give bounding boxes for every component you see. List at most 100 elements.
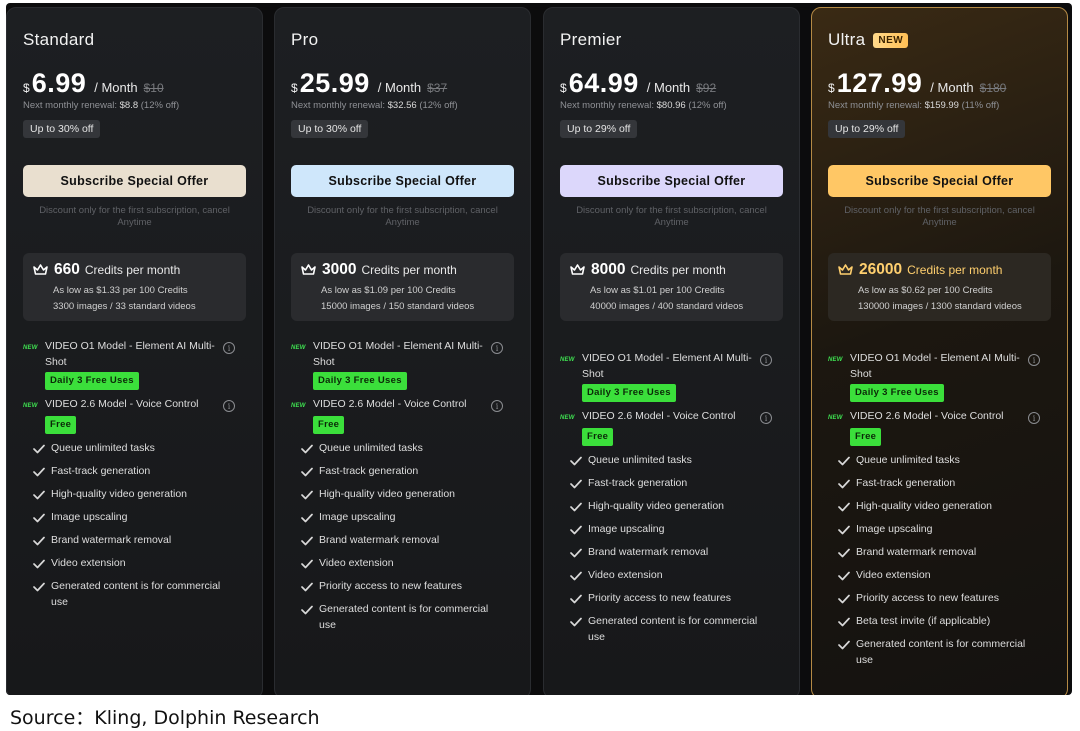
feature-text: Brand watermark removal [588, 546, 709, 558]
renewal-off: (12% off) [688, 100, 727, 111]
renewal-price: $80.96 [656, 100, 686, 111]
check-icon [33, 535, 45, 546]
feature-item: Queue unlimited tasks [23, 440, 253, 456]
feature-text: High-quality video generation [51, 488, 188, 500]
check-icon [570, 616, 582, 627]
renewal-info: Next monthly renewal: $32.56 (12% off) [291, 100, 458, 111]
credits-unit: Credits per month [630, 263, 726, 277]
feature-text: Video extension [319, 557, 394, 569]
pricing-screenshot: Standard $6.99 / Month $10 Next monthly rene… [6, 3, 1072, 695]
check-icon [570, 547, 582, 558]
feature-text: Video extension [856, 569, 931, 581]
credits-usage: 40000 images / 400 standard videos [590, 301, 744, 312]
credits-usage: 130000 images / 1300 standard videos [858, 301, 1022, 312]
free-uses-badge: Daily 3 Free Uses [582, 384, 676, 402]
feature-item: Fast-track generation [23, 463, 253, 479]
info-icon[interactable]: i [491, 400, 503, 412]
new-tag: NEW [828, 415, 843, 421]
check-icon [33, 512, 45, 523]
check-icon [301, 604, 313, 615]
feature-item: Priority access to new features [291, 578, 521, 594]
credits-amount: 26000 [859, 261, 903, 278]
crown-icon [838, 264, 853, 276]
feature-item: Image upscaling [560, 521, 790, 537]
discount-tag: Up to 30% off [291, 120, 369, 138]
check-icon [838, 616, 850, 627]
feature-item: Video extension [291, 555, 521, 571]
info-icon[interactable]: i [491, 342, 503, 354]
credits-unit: Credits per month [84, 263, 181, 277]
feature-item: High-quality video generation [23, 486, 253, 502]
feature-text: Image upscaling [51, 511, 128, 523]
renewal-price: $159.99 [924, 100, 959, 111]
price-row: $127.99 / Month $180 [828, 68, 1006, 99]
credits-rate: As low as $0.62 per 100 Credits [858, 285, 993, 296]
free-uses-badge: Free [45, 416, 77, 434]
check-icon [838, 524, 850, 535]
free-uses-badge: Daily 3 Free Uses [850, 384, 944, 402]
feature-text: Video extension [588, 569, 663, 581]
feature-text: Generated content is for commercial use [588, 615, 758, 643]
discount-note: Discount only for the first subscription… [576, 205, 767, 228]
info-icon[interactable]: i [1028, 412, 1040, 424]
price: 25.99 [299, 68, 370, 98]
price: 6.99 [31, 68, 87, 98]
subscribe-button[interactable]: Subscribe Special Offer [23, 165, 246, 197]
plan-name: Pro [291, 30, 318, 50]
feature-text: High-quality video generation [856, 500, 993, 512]
new-tag: NEW [560, 357, 575, 363]
feature-item: Image upscaling [23, 509, 253, 525]
check-icon [301, 443, 313, 454]
discount-tag: Up to 29% off [828, 120, 906, 138]
check-icon [838, 501, 850, 512]
crown-icon [301, 264, 316, 276]
crown-icon [33, 264, 48, 276]
info-icon[interactable]: i [760, 412, 772, 424]
source-caption: Source：Kling, Dolphin Research [10, 707, 320, 729]
model-feature: NEW VIDEO 2.6 Model - Voice Control i Free [828, 408, 1058, 449]
model-feature: NEW VIDEO 2.6 Model - Voice Control i Free [291, 396, 521, 437]
model-feature: NEW VIDEO O1 Model - Element AI Multi-Sho… [23, 338, 253, 393]
check-icon [570, 570, 582, 581]
check-icon [33, 443, 45, 454]
check-icon [570, 524, 582, 535]
plan-card-pro: Pro $25.99 / Month $37 Next monthly renewal:… [274, 7, 531, 695]
discount-tag: Up to 30% off [23, 120, 101, 138]
check-icon [301, 581, 313, 592]
feature-text: Queue unlimited tasks [51, 442, 155, 454]
feature-item: High-quality video generation [291, 486, 521, 502]
check-icon [838, 570, 850, 581]
feature-list: NEW VIDEO O1 Model - Element AI Multi-Sho… [23, 338, 253, 617]
feature-text: Generated content is for commercial use [856, 638, 1026, 666]
feature-text: Queue unlimited tasks [319, 442, 423, 454]
feature-text: Image upscaling [856, 523, 933, 535]
subscribe-button[interactable]: Subscribe Special Offer [291, 165, 514, 197]
feature-text: Priority access to new features [319, 580, 462, 592]
credits-amount: 660 [54, 261, 80, 278]
model-name: VIDEO O1 Model - Element AI Multi-Shot [45, 340, 215, 368]
feature-item: Beta test invite (if applicable) [828, 613, 1058, 629]
info-icon[interactable]: i [760, 354, 772, 366]
credits-usage: 3300 images / 33 standard videos [53, 301, 196, 312]
feature-text: High-quality video generation [319, 488, 456, 500]
subscribe-button[interactable]: Subscribe Special Offer [560, 165, 783, 197]
feature-item: Fast-track generation [828, 475, 1058, 491]
subscribe-button[interactable]: Subscribe Special Offer [828, 165, 1051, 197]
model-name: VIDEO 2.6 Model - Voice Control [45, 398, 199, 410]
renewal-price: $8.8 [119, 100, 139, 111]
new-tag: NEW [23, 403, 38, 409]
feature-item: Queue unlimited tasks [560, 452, 790, 468]
renewal-off: (11% off) [961, 100, 1000, 111]
model-name: VIDEO O1 Model - Element AI Multi-Shot [313, 340, 483, 368]
feature-text: Image upscaling [588, 523, 665, 535]
price-row: $6.99 / Month $10 [23, 68, 164, 99]
info-icon[interactable]: i [223, 342, 235, 354]
feature-item: Generated content is for commercial use [291, 601, 521, 633]
feature-item: High-quality video generation [828, 498, 1058, 514]
info-icon[interactable]: i [1028, 354, 1040, 366]
credits-amount: 3000 [322, 261, 357, 278]
feature-text: Fast-track generation [856, 477, 956, 489]
billing-period: / Month [646, 80, 691, 95]
info-icon[interactable]: i [223, 400, 235, 412]
free-uses-badge: Daily 3 Free Uses [45, 372, 139, 390]
